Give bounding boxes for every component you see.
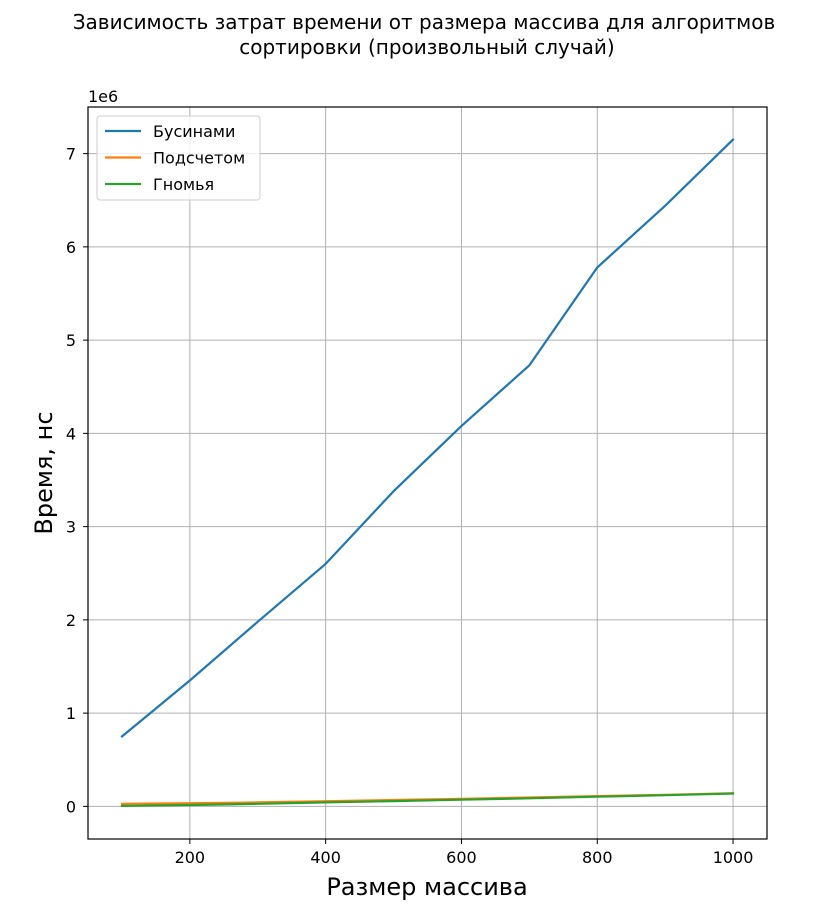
x-tick-label: 600 [446, 848, 477, 867]
series-line-1 [120, 138, 735, 738]
legend-label: Подсчетом [153, 149, 245, 168]
y-tick-label: 1 [66, 704, 76, 723]
x-tick-label: 400 [310, 848, 341, 867]
chart-title-line-1: Зависимость затрат времени от размера ма… [73, 10, 776, 34]
series-lines [120, 138, 735, 808]
x-axis-label: Размер массива [326, 873, 527, 901]
y-tick-label: 0 [66, 797, 76, 816]
grid [88, 107, 767, 839]
y-tick-label: 3 [66, 518, 76, 537]
x-tick-label: 200 [175, 848, 206, 867]
axis-ticks: 200 400 600 800 1000 0 1 2 3 4 5 6 7 [66, 145, 754, 867]
chart-title-line-2: сортировки (произвольный случай) [239, 35, 614, 59]
legend-label: Гномья [153, 175, 214, 194]
series-line-3 [120, 792, 735, 808]
legend-label: Бусинами [153, 122, 235, 141]
legend: Бусинами Подсчетом Гномья [96, 115, 261, 201]
y-axis-label: Время, нс [30, 411, 58, 534]
x-tick-label: 800 [582, 848, 613, 867]
y-tick-label: 5 [66, 331, 76, 350]
y-scale-label: 1e6 [88, 87, 118, 106]
y-tick-label: 2 [66, 611, 76, 630]
y-tick-label: 7 [66, 145, 76, 164]
y-tick-label: 6 [66, 238, 76, 257]
y-tick-label: 4 [66, 424, 76, 443]
legend-box [96, 115, 261, 201]
x-tick-label: 1000 [713, 848, 754, 867]
plot-frame [87, 106, 768, 840]
